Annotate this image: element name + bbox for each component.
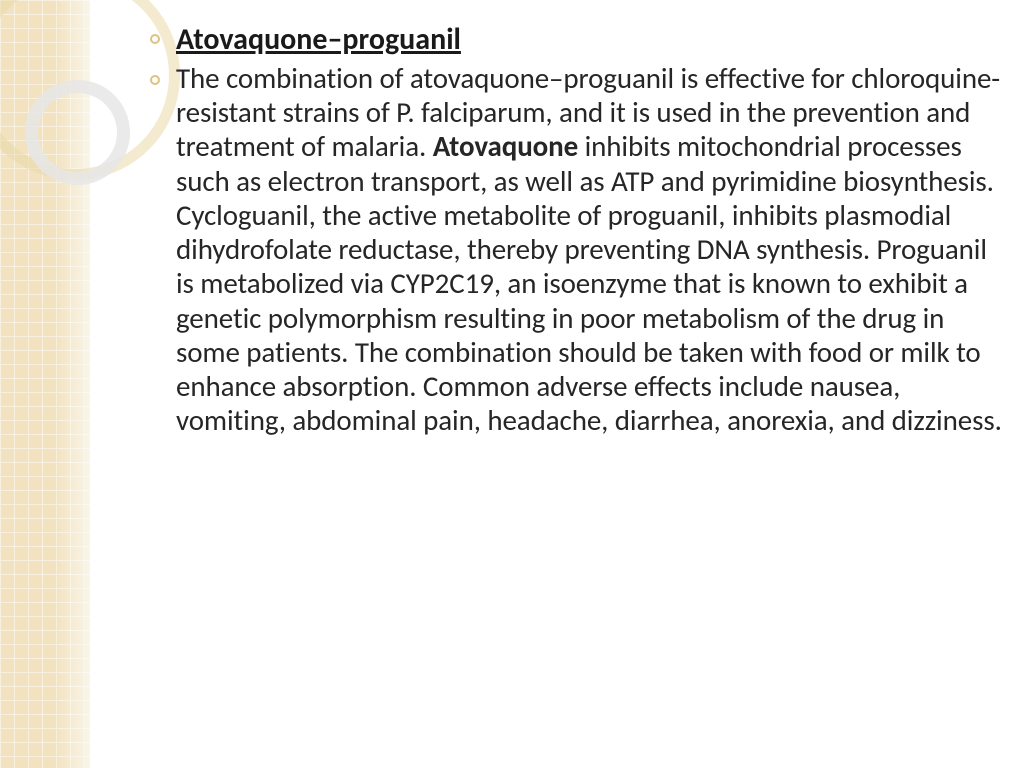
slide-title: Atovaquone–proguanil [176, 20, 461, 59]
body-text-bold: Atovaquone [433, 128, 578, 164]
slide-content: Atovaquone–proguanil The combination of … [150, 20, 1005, 439]
bullet-icon [150, 75, 160, 85]
slide-body: The combination of atovaquone–proguanil … [176, 61, 1005, 437]
decorative-circle-small [25, 80, 130, 185]
body-row: The combination of atovaquone–proguanil … [150, 61, 1005, 437]
body-text-post: inhibits mitochondrial processes such as… [176, 128, 1002, 438]
bullet-icon [150, 34, 160, 44]
title-row: Atovaquone–proguanil [150, 20, 1005, 59]
